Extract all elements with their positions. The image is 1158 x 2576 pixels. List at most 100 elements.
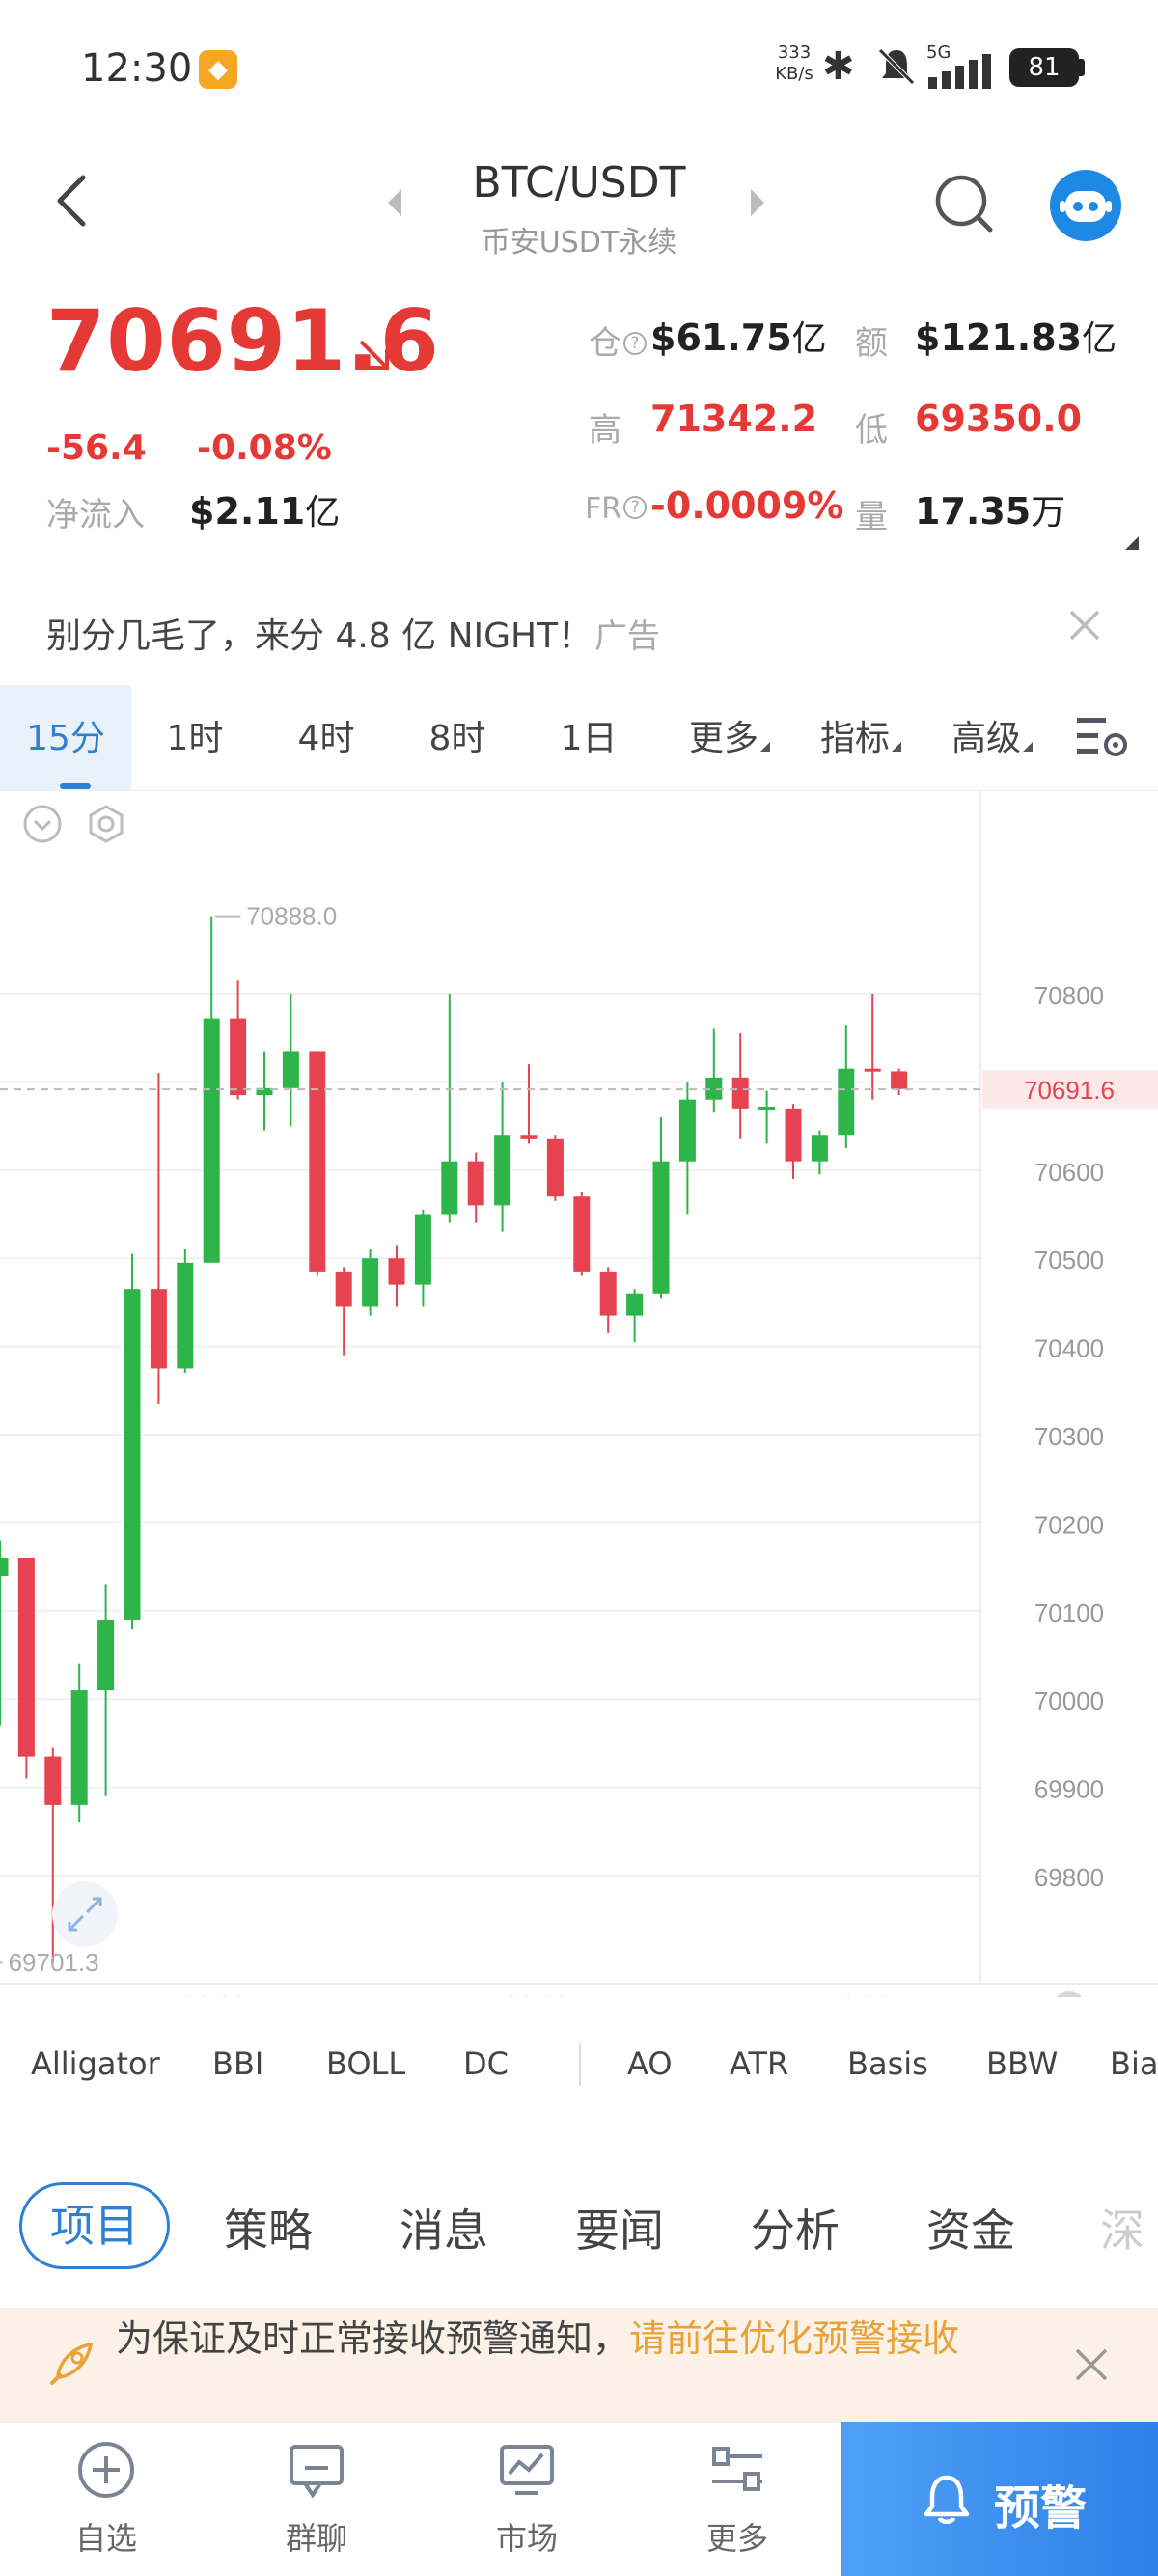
tab-more[interactable]: 更多 xyxy=(670,685,789,791)
tab-projects[interactable]: 项目 xyxy=(19,2182,170,2269)
nav-label: 自选 xyxy=(74,2520,137,2557)
tab-8h[interactable]: 8时 xyxy=(428,719,486,758)
bell-icon xyxy=(923,2474,971,2526)
market-chart-icon xyxy=(500,2445,554,2495)
price-axis-label: 70000 xyxy=(1034,1686,1104,1715)
volume-label: 量 xyxy=(855,498,888,536)
chart-gear-icon[interactable] xyxy=(89,805,124,843)
price-axis-label: 69900 xyxy=(1034,1775,1104,1804)
price-alert-button[interactable] xyxy=(841,2422,1158,2576)
candle-body xyxy=(177,1262,194,1369)
tab-depth[interactable]: 深 xyxy=(1100,2205,1144,2257)
collapse-icon[interactable] xyxy=(23,805,62,843)
ad-text[interactable]: 别分几毛了，来分 4.8 亿 NIGHT！ xyxy=(46,617,593,656)
network-speed: 333 KB/s xyxy=(768,42,820,85)
time-axis-label: 06:00 xyxy=(182,1991,245,1997)
robot-assistant-icon[interactable] xyxy=(1050,170,1121,241)
time-axis-label: 12:00 xyxy=(827,1991,890,1997)
app-notification-icon: ◆ xyxy=(199,50,237,89)
nav-more[interactable]: 更多 xyxy=(670,2439,805,2559)
price-axis-label: 70200 xyxy=(1034,1510,1104,1539)
indicator-basis[interactable]: Basis xyxy=(847,2045,928,2082)
close-icon[interactable] xyxy=(1065,606,1104,644)
tab-4h[interactable]: 4时 xyxy=(297,719,355,758)
indicator-bbi[interactable]: BBI xyxy=(212,2045,264,2082)
indicator-atr[interactable]: ATR xyxy=(730,2045,789,2082)
indicator-dc[interactable]: DC xyxy=(463,2045,509,2082)
candle-body xyxy=(335,1271,352,1307)
indicator-ao[interactable]: AO xyxy=(627,2045,673,2082)
low-value: 69350.0 xyxy=(915,397,1083,440)
tab-funds[interactable]: 资金 xyxy=(926,2205,1015,2257)
indicator-alligator[interactable]: Alligator xyxy=(31,2045,160,2082)
tab-15m[interactable]: 15分 xyxy=(0,685,131,791)
add-circle-icon xyxy=(78,2442,134,2498)
active-tab-indicator xyxy=(60,783,91,789)
nav-group-chat[interactable]: 群聊 xyxy=(249,2439,384,2559)
indicator-boll[interactable]: BOLL xyxy=(326,2045,406,2082)
current-price-tag xyxy=(982,1070,1158,1110)
tab-advanced[interactable]: 高级 xyxy=(932,685,1052,791)
net-speed-unit: KB/s xyxy=(775,64,813,84)
ad-tag: 广告 xyxy=(594,617,660,656)
info-icon[interactable]: ? xyxy=(623,496,648,519)
low-label: 低 xyxy=(855,411,888,450)
candle-body xyxy=(573,1196,591,1272)
candle-body xyxy=(811,1135,828,1162)
nav-market[interactable]: 市场 xyxy=(459,2439,594,2559)
nav-watchlist[interactable]: 自选 xyxy=(39,2439,174,2559)
net-inflow-label: 净流入 xyxy=(46,496,145,534)
price-axis-label: 70400 xyxy=(1034,1334,1104,1363)
mute-icon xyxy=(874,44,919,98)
scroll-to-latest-glyph[interactable]: « xyxy=(1060,1995,1072,2018)
fullscreen-icon[interactable] xyxy=(52,1881,118,1947)
tab-news[interactable]: 消息 xyxy=(400,2205,488,2257)
candlestick-chart[interactable]: 7080070700706007050070400703007020070100… xyxy=(0,791,1158,1997)
candle-body xyxy=(785,1108,802,1162)
candle-body xyxy=(705,1077,723,1100)
change-abs: -56.4 xyxy=(46,428,147,468)
price-axis-label: 70100 xyxy=(1034,1599,1104,1628)
tab-analysis[interactable]: 分析 xyxy=(751,2205,840,2257)
signal-icon xyxy=(926,54,994,93)
notice-link[interactable]: 请前往优化预警接收 xyxy=(629,2317,960,2360)
price-alert-label[interactable]: 预警 xyxy=(994,2481,1088,2535)
change-pct: -0.08% xyxy=(197,428,332,468)
search-icon[interactable] xyxy=(932,172,996,235)
tab-1h[interactable]: 1时 xyxy=(166,719,224,758)
nav-label: 更多 xyxy=(705,2520,768,2557)
exchange-label: 币安USDT永续 xyxy=(481,226,677,260)
prev-pair-icon[interactable] xyxy=(388,189,401,216)
candle-body xyxy=(70,1690,88,1805)
time-axis-label: 09:00 xyxy=(505,1991,567,1997)
notice-text: 为保证及时正常接收预警通知，请前往优化预警接收 xyxy=(116,2317,960,2360)
max-price-label: 70888.0 xyxy=(246,902,337,931)
info-icon[interactable]: ? xyxy=(623,332,647,355)
candle-body xyxy=(731,1077,749,1109)
close-notice-icon[interactable] xyxy=(1073,2346,1110,2383)
open-interest-label: 仓? xyxy=(589,316,647,364)
price-down-arrow-icon xyxy=(357,338,392,372)
indicator-bias[interactable]: Bias xyxy=(1110,2045,1158,2082)
nav-label: 市场 xyxy=(495,2520,558,2557)
next-pair-icon[interactable] xyxy=(751,189,764,216)
candle-body xyxy=(838,1068,855,1136)
back-icon[interactable] xyxy=(50,172,93,230)
candle-body xyxy=(678,1099,696,1162)
tab-1d[interactable]: 1日 xyxy=(560,719,618,758)
status-time: 12:30 xyxy=(81,46,193,91)
chart-settings-icon[interactable] xyxy=(1077,714,1131,760)
tab-strategy[interactable]: 策略 xyxy=(224,2205,313,2257)
candle-body xyxy=(150,1289,167,1369)
tab-indicators[interactable]: 指标 xyxy=(801,685,921,791)
indicator-bbw[interactable]: BBW xyxy=(986,2045,1059,2082)
candle-body xyxy=(230,1018,247,1096)
candle-body xyxy=(414,1214,431,1285)
chat-icon xyxy=(290,2445,344,2499)
scroll-to-latest-icon[interactable] xyxy=(1052,1991,1087,1997)
candle-body xyxy=(203,1018,220,1263)
candle-body xyxy=(494,1135,511,1206)
tab-headlines[interactable]: 要闻 xyxy=(575,2205,664,2257)
nav-label: 群聊 xyxy=(285,2520,347,2557)
expand-corner-icon[interactable] xyxy=(1125,536,1139,550)
